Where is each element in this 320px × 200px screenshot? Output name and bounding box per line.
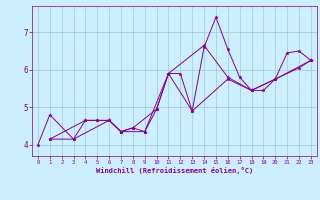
- X-axis label: Windchill (Refroidissement éolien,°C): Windchill (Refroidissement éolien,°C): [96, 167, 253, 174]
